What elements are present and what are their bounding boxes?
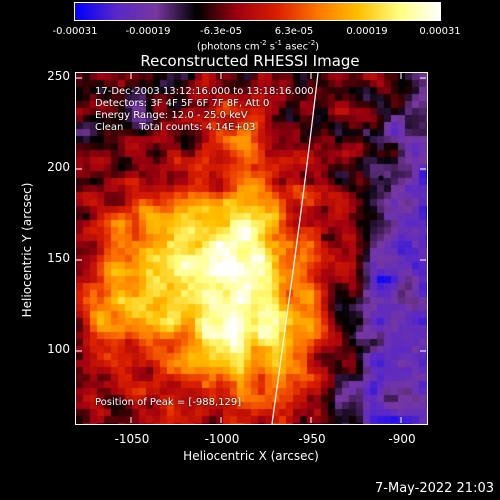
heatmap-image [76,73,427,424]
colorbar-tick-label: -6.3e-05 [200,26,242,37]
colorbar-tick-label: -0.00031 [52,26,98,37]
plot-frame [75,72,428,425]
colorbar-tick-label: 0.00031 [419,26,461,37]
solar-limb-line [271,73,319,424]
footer-timestamp: 7-May-2022 21:03 [375,481,494,496]
x-axis-label: Heliocentric X (arcsec) [183,449,319,463]
time-range-label: 17-Dec-2003 13:12:16.000 to 13:18:16.000 [95,86,314,97]
detectors-label: Detectors: 3F 4F 5F 6F 7F 8F, Att 0 [95,98,270,109]
chart-title: Reconstructed RHESSI Image [140,52,360,70]
colorbar-tick-label: 6.3e-05 [274,26,314,37]
limb-overlay [76,73,426,424]
x-tick-label: -1000 [204,432,240,446]
y-tick-label: 250 [47,69,70,83]
colorbar-tick-label: -0.00019 [125,26,171,37]
energy-range-label: Energy Range: 12.0 - 25.0 keV [95,110,248,121]
x-tick-label: -950 [298,432,326,446]
colorbar-tick-label: 0.00019 [346,26,388,37]
y-tick-label: 150 [47,251,70,265]
y-tick-label: 100 [47,342,70,356]
peak-position-label: Position of Peak = [-988,129] [95,397,242,408]
x-tick-label: -900 [388,432,416,446]
colorbar [74,2,441,21]
y-axis-label: Heliocentric Y (arcsec) [20,182,34,318]
x-tick-label: -1050 [114,432,150,446]
colorbar-units: (photons cm-2 s-1 asec-2) [196,39,320,53]
y-tick-label: 200 [47,160,70,174]
counts-label: Clean Total counts: 4.14E+03 [95,122,256,133]
